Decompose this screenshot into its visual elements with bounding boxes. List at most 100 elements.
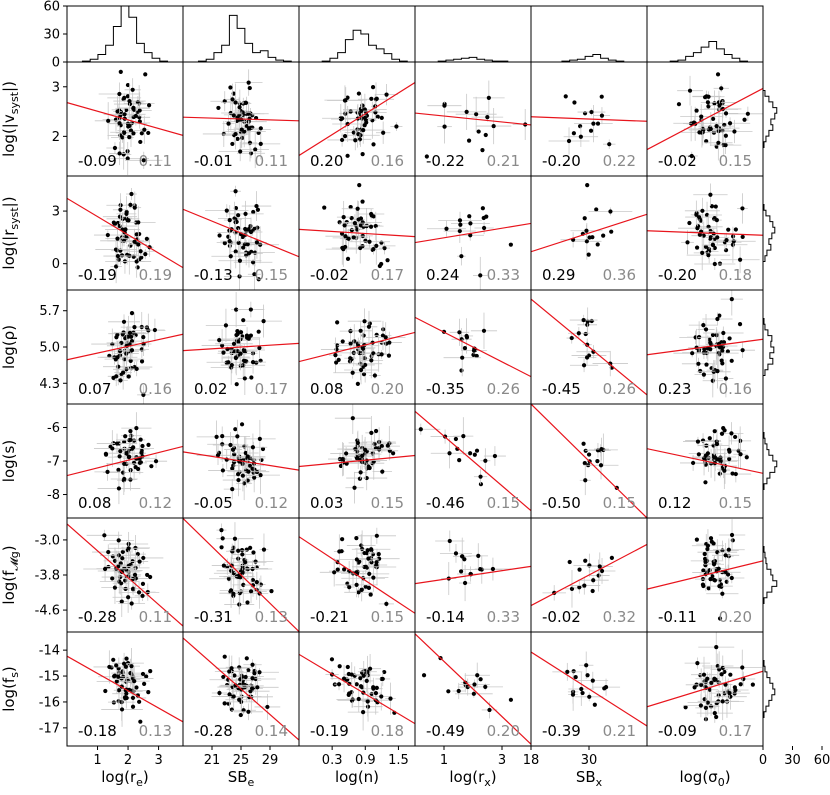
data-point	[567, 559, 572, 565]
data-point	[742, 117, 747, 122]
data-point	[223, 323, 229, 328]
data-point	[133, 465, 138, 470]
data-point	[708, 577, 713, 582]
data-point	[720, 665, 725, 671]
data-point	[220, 536, 225, 541]
fit-line	[299, 82, 415, 156]
data-point	[708, 347, 713, 352]
panel-r6-c6: -0.09 0.17	[646, 631, 764, 747]
data-point	[130, 704, 136, 709]
data-point	[261, 318, 266, 324]
data-point	[372, 442, 377, 447]
data-point	[229, 666, 234, 671]
data-point	[693, 335, 698, 340]
histogram-frame	[530, 5, 648, 63]
histogram-step	[415, 56, 531, 63]
data-point	[230, 97, 235, 102]
data-point	[143, 252, 148, 257]
data-point	[703, 462, 708, 467]
data-point	[353, 138, 358, 143]
data-point	[696, 361, 701, 366]
data-point	[116, 486, 122, 491]
data-point	[116, 666, 121, 671]
data-point	[508, 697, 514, 702]
y-tick-label: -14	[39, 644, 60, 659]
data-point	[698, 703, 703, 708]
data-point	[694, 245, 700, 250]
data-point	[339, 549, 344, 554]
data-point	[369, 96, 374, 101]
data-point	[566, 138, 572, 144]
data-point	[708, 340, 713, 345]
data-point	[261, 547, 267, 552]
data-point	[712, 261, 717, 267]
data-point	[730, 538, 735, 543]
data-point	[243, 100, 249, 105]
data-point	[442, 103, 447, 108]
data-point	[691, 460, 696, 466]
data-point	[131, 460, 137, 466]
data-point	[142, 127, 147, 132]
data-point	[119, 707, 125, 712]
y-tick-label: 2	[52, 130, 60, 145]
correlation-error: 0.20	[487, 722, 520, 740]
data-point	[394, 124, 399, 129]
data-point	[354, 682, 359, 687]
data-point	[335, 320, 340, 325]
data-point	[447, 451, 452, 456]
data-point	[463, 680, 468, 685]
correlation-value: -0.14	[426, 608, 465, 626]
data-point	[373, 691, 379, 696]
data-point	[585, 183, 590, 188]
fit-line	[67, 445, 183, 477]
data-point	[701, 372, 706, 377]
correlation-value: -0.19	[78, 266, 117, 284]
data-point	[705, 543, 711, 548]
data-point	[694, 212, 699, 217]
data-point	[464, 335, 470, 340]
data-point	[236, 226, 241, 231]
data-point	[710, 242, 715, 247]
data-point	[232, 349, 237, 354]
data-point	[116, 674, 121, 679]
data-point	[246, 251, 252, 256]
data-point	[367, 465, 372, 471]
data-point	[358, 367, 364, 373]
data-point	[246, 709, 251, 714]
data-point	[365, 548, 370, 553]
side-histogram-2	[762, 198, 776, 268]
data-point	[698, 673, 703, 678]
data-point	[242, 358, 248, 364]
data-point	[126, 595, 131, 600]
y-tick-label: 4.3	[39, 377, 60, 392]
data-point	[740, 234, 745, 240]
data-point	[125, 156, 130, 161]
data-point	[582, 583, 587, 588]
data-point	[569, 335, 574, 341]
panel-r3-c4: -0.35 0.26	[414, 289, 532, 405]
data-point	[122, 95, 127, 100]
data-point	[717, 471, 722, 476]
data-point	[467, 214, 472, 219]
data-point	[716, 680, 721, 685]
data-point	[472, 682, 477, 687]
data-point	[729, 297, 734, 302]
fit-line	[183, 208, 299, 258]
data-point	[246, 668, 251, 673]
data-point	[119, 599, 124, 604]
data-point	[234, 382, 239, 387]
data-point	[363, 447, 368, 452]
data-point	[594, 207, 599, 212]
data-point	[371, 685, 376, 690]
data-point	[122, 695, 128, 700]
data-point	[135, 99, 140, 105]
data-point	[599, 113, 605, 118]
data-point	[709, 680, 714, 685]
top-histogram-3	[298, 5, 416, 63]
data-point	[144, 236, 149, 241]
data-point	[340, 339, 345, 344]
data-point	[728, 672, 733, 677]
data-point	[344, 451, 349, 456]
data-point	[241, 682, 246, 687]
data-point	[336, 357, 341, 362]
